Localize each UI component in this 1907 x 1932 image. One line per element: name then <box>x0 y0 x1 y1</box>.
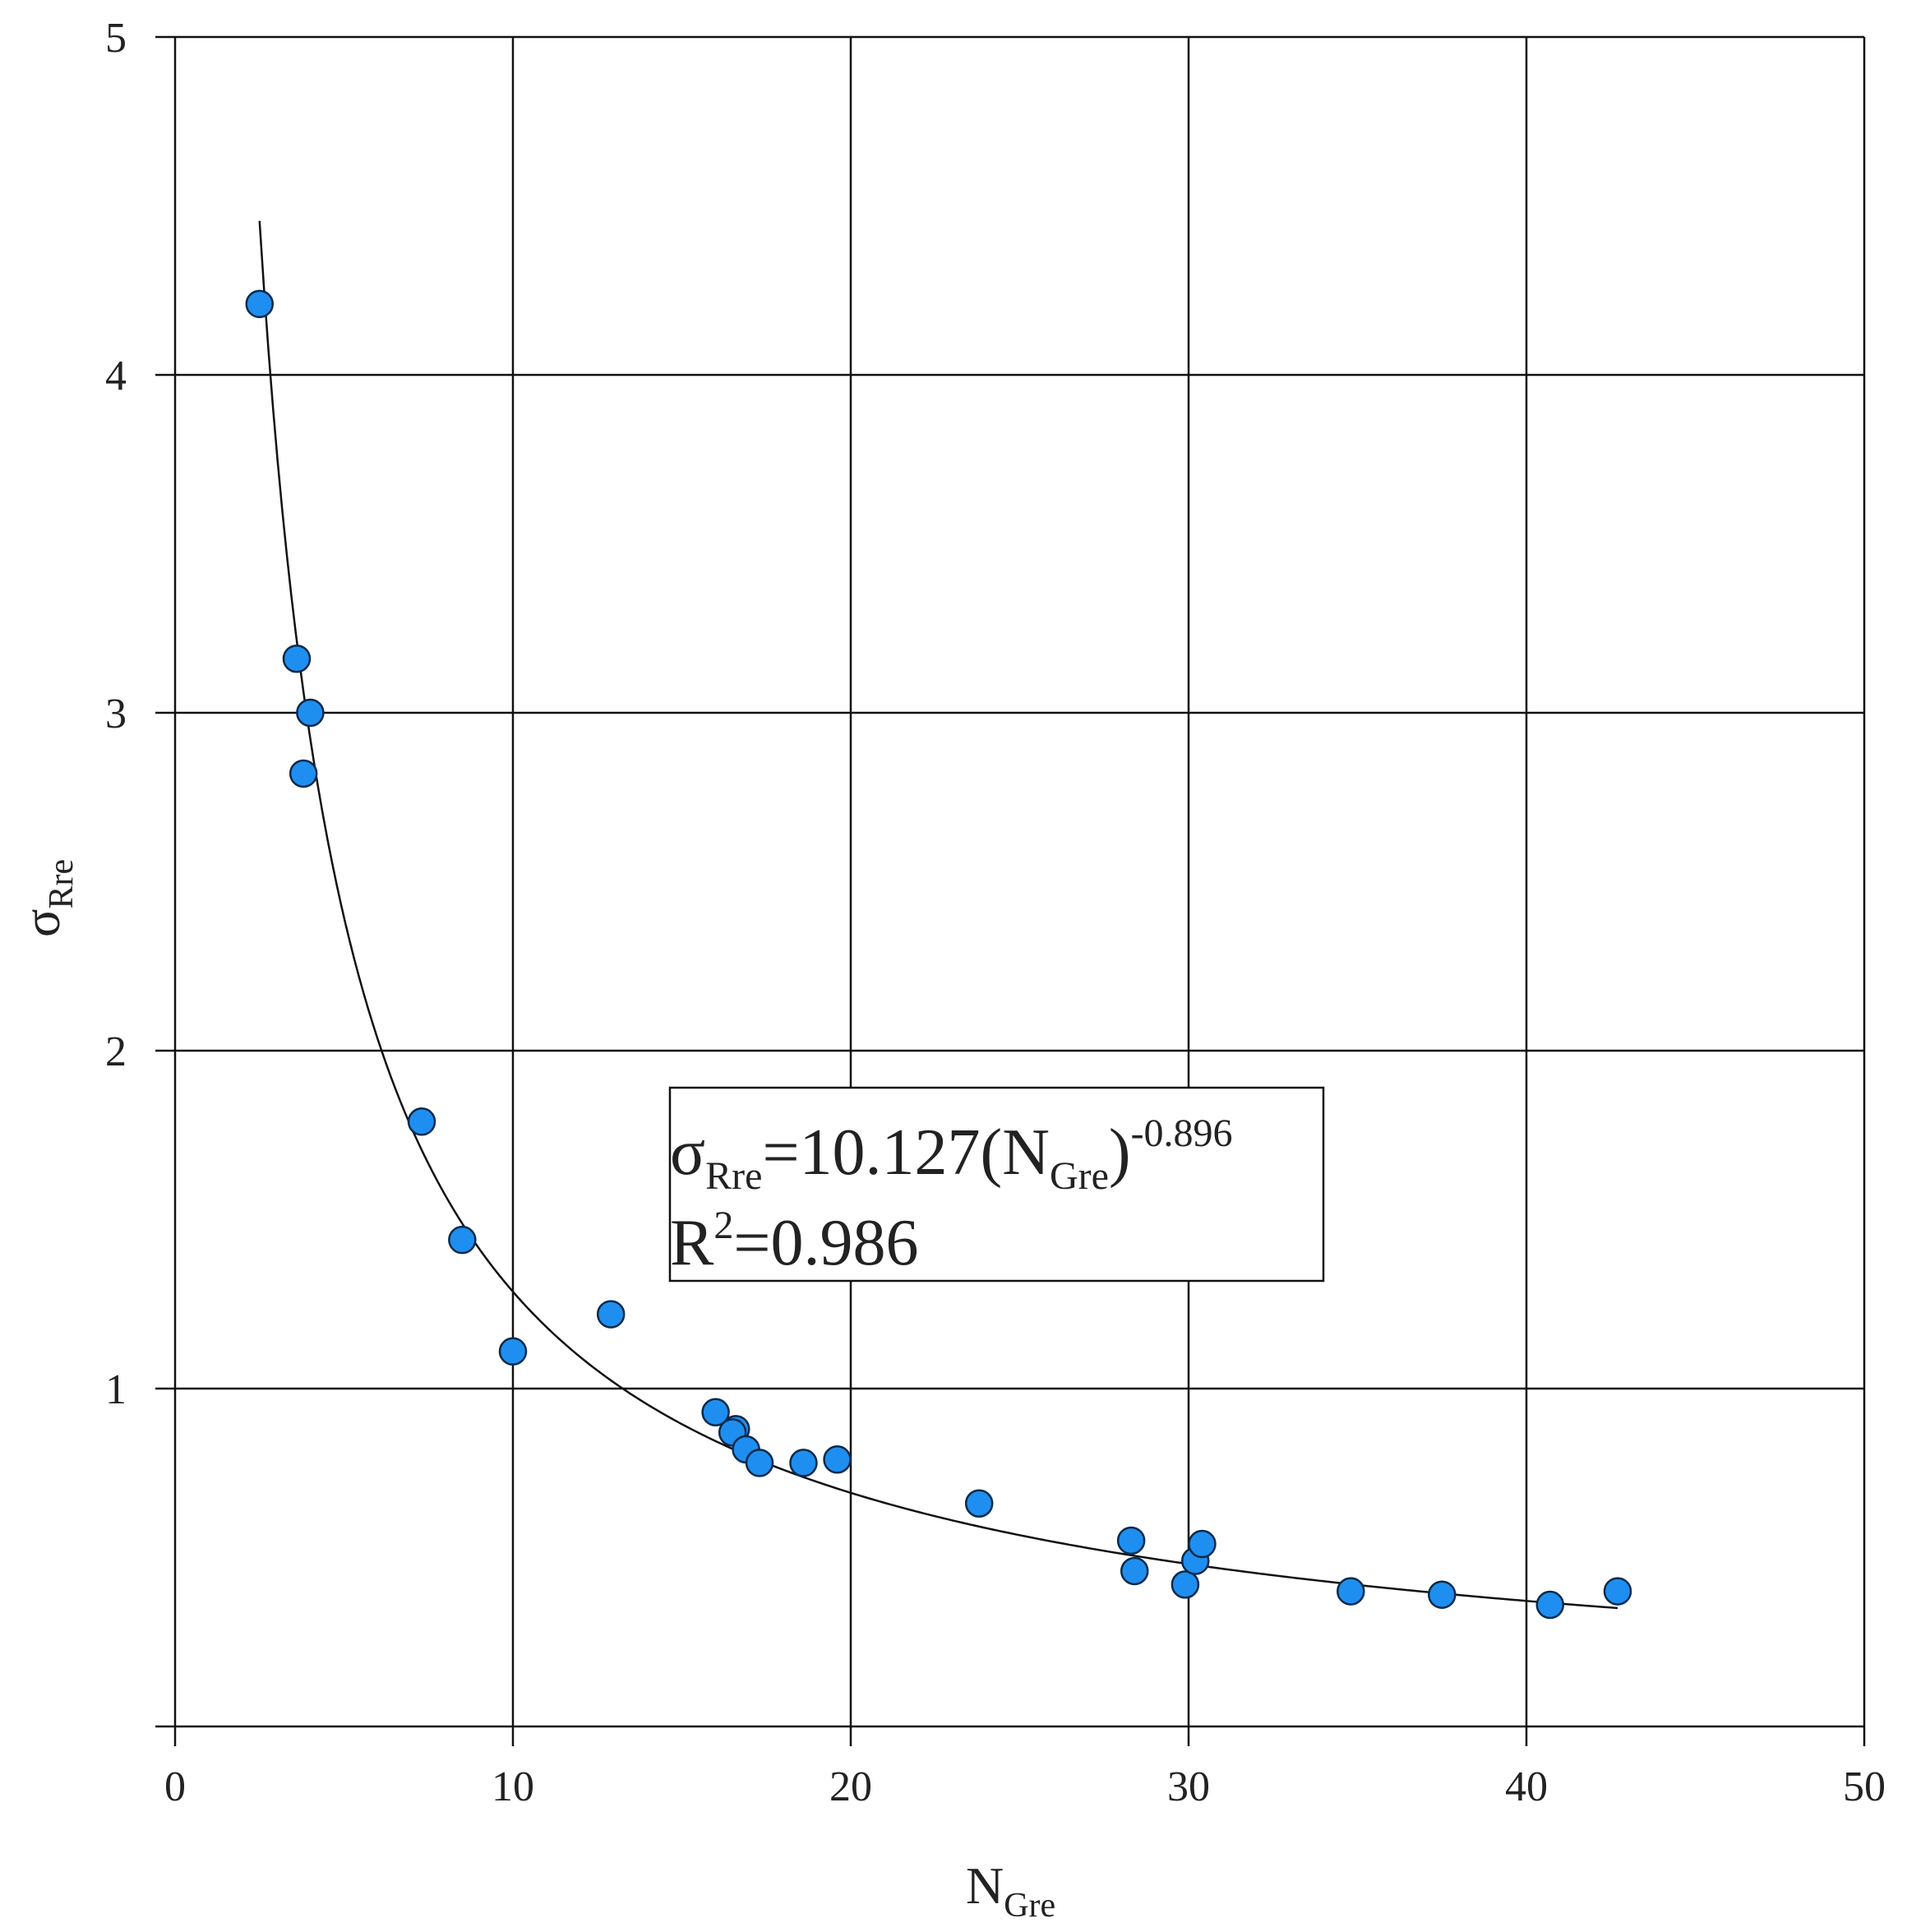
data-point <box>448 1225 477 1255</box>
fit-curve <box>258 220 1618 1610</box>
data-point <box>1428 1580 1457 1609</box>
y-tick-label: 5 <box>105 15 127 62</box>
data-point <box>1120 1556 1149 1586</box>
data-point <box>1603 1577 1632 1606</box>
x-tick-label: 20 <box>829 1763 872 1810</box>
y-tick-label: 2 <box>105 1028 127 1075</box>
r-squared-label: R2=0.986 <box>670 1204 918 1279</box>
y-tick-label: 4 <box>105 353 127 400</box>
data-point <box>745 1449 774 1477</box>
data-point <box>1171 1570 1200 1599</box>
data-point <box>245 289 274 318</box>
tick-labels: 0 10 20 30 40 50 1 2 3 4 5 <box>105 15 1886 1810</box>
data-point <box>407 1107 436 1136</box>
data-point <box>289 759 318 788</box>
data-point <box>823 1445 852 1474</box>
equation-box-frame <box>668 1086 1325 1283</box>
x-axis-title: NGre <box>966 1856 1055 1925</box>
grid <box>173 35 1866 1728</box>
y-tick-label: 3 <box>105 691 127 737</box>
y-axis-title: σRre <box>12 859 81 937</box>
data-point <box>964 1489 994 1518</box>
x-tick-label: 30 <box>1167 1763 1210 1810</box>
data-point <box>1337 1577 1365 1606</box>
data-point <box>1116 1526 1146 1555</box>
fit-equation: σRre=10.127(NGre)-0.896 <box>670 1112 1233 1198</box>
x-tick-label: 50 <box>1843 1763 1886 1810</box>
data-points <box>245 289 1632 1620</box>
data-point <box>596 1300 626 1329</box>
x-tick-label: 10 <box>492 1763 534 1810</box>
data-point <box>498 1337 528 1366</box>
data-point <box>282 644 312 673</box>
x-tick-label: 40 <box>1505 1763 1548 1810</box>
data-point <box>789 1449 818 1477</box>
axis-ticks <box>155 35 1866 1746</box>
equation-box: σRre=10.127(NGre)-0.896 R2=0.986 <box>668 1086 1325 1283</box>
x-tick-label: 0 <box>164 1763 186 1810</box>
data-point <box>296 698 325 728</box>
data-point <box>1188 1529 1217 1559</box>
y-tick-label: 1 <box>105 1366 127 1413</box>
data-point <box>1535 1590 1565 1620</box>
data-point <box>701 1398 730 1427</box>
